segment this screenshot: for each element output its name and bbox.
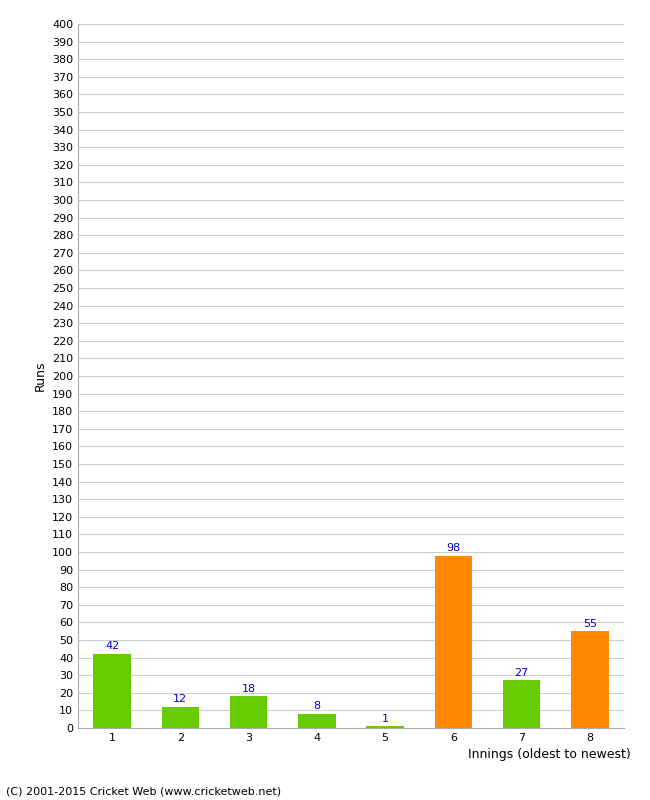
Text: 27: 27	[515, 668, 528, 678]
Text: 18: 18	[242, 684, 255, 694]
Bar	[503, 681, 540, 728]
Text: 55: 55	[583, 618, 597, 629]
Bar	[162, 707, 199, 728]
Bar	[94, 654, 131, 728]
Text: Innings (oldest to newest): Innings (oldest to newest)	[468, 748, 630, 761]
Text: (C) 2001-2015 Cricket Web (www.cricketweb.net): (C) 2001-2015 Cricket Web (www.cricketwe…	[6, 786, 281, 796]
Text: 98: 98	[447, 543, 460, 553]
Bar	[230, 696, 267, 728]
Text: 1: 1	[382, 714, 389, 723]
Y-axis label: Runs: Runs	[33, 361, 46, 391]
Bar	[571, 631, 608, 728]
Bar	[367, 726, 404, 728]
Bar	[298, 714, 335, 728]
Text: 8: 8	[313, 702, 320, 711]
Text: 12: 12	[174, 694, 187, 704]
Bar	[435, 555, 472, 728]
Text: 42: 42	[105, 642, 119, 651]
